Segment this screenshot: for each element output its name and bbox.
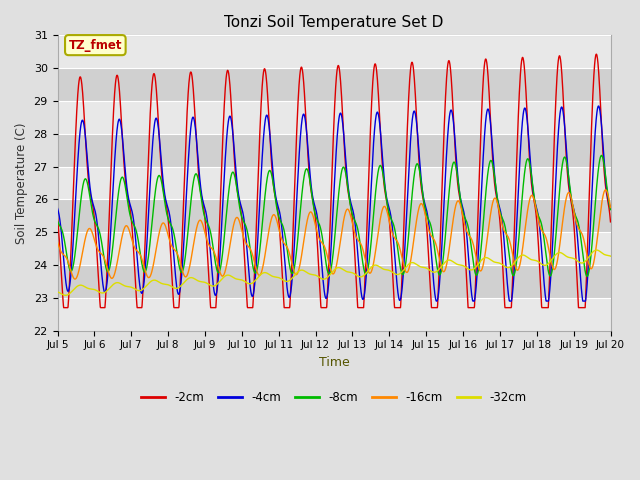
Bar [58, 167, 611, 199]
Legend: -2cm, -4cm, -8cm, -16cm, -32cm: -2cm, -4cm, -8cm, -16cm, -32cm [136, 387, 531, 409]
Text: TZ_fmet: TZ_fmet [68, 38, 122, 52]
Bar [58, 134, 611, 167]
Bar [58, 232, 611, 265]
X-axis label: Time: Time [319, 356, 349, 369]
Bar [58, 199, 611, 232]
Bar [58, 68, 611, 101]
Title: Tonzi Soil Temperature Set D: Tonzi Soil Temperature Set D [225, 15, 444, 30]
Bar [58, 265, 611, 298]
Bar [58, 101, 611, 134]
Bar [58, 298, 611, 331]
Bar [58, 36, 611, 68]
Y-axis label: Soil Temperature (C): Soil Temperature (C) [15, 122, 28, 244]
